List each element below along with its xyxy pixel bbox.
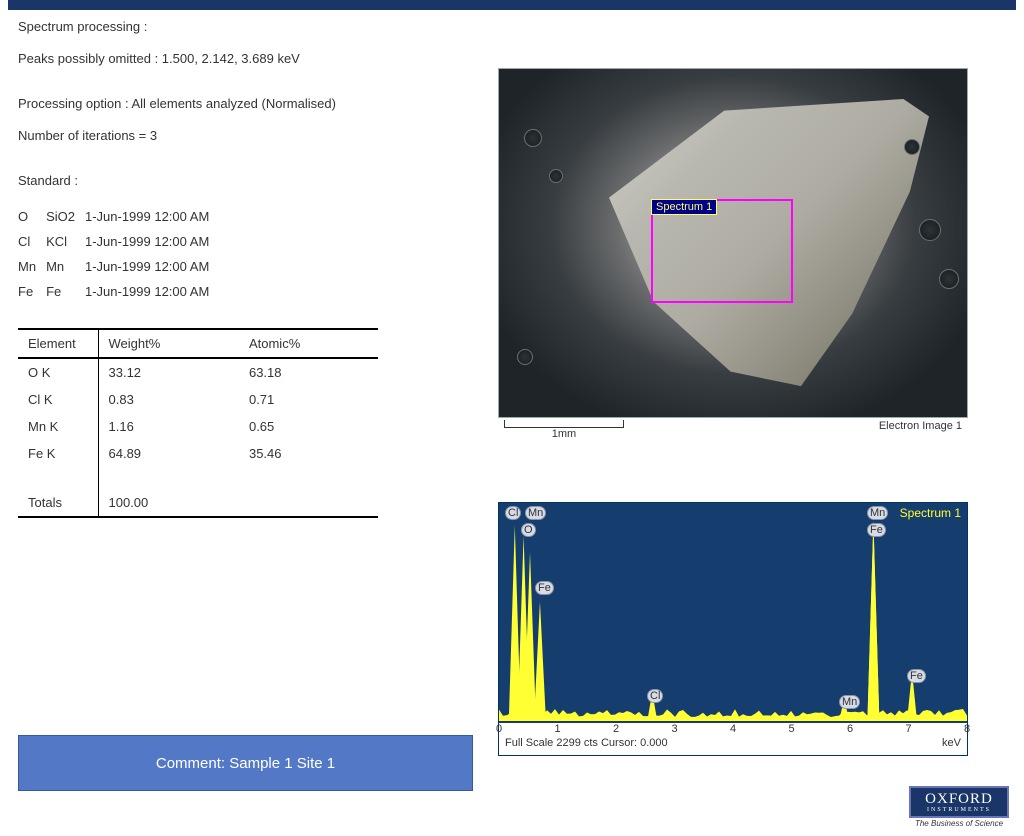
x-tick: 3 xyxy=(671,723,677,735)
content-area: Spectrum processing : Peaks possibly omi… xyxy=(0,10,1024,756)
oxford-logo: OXFORD INSTRUMENTS The Business of Scien… xyxy=(909,786,1009,828)
totals-row: Totals100.00 xyxy=(18,467,378,517)
peak-label: Fe xyxy=(867,523,886,537)
peak-label: Mn xyxy=(839,695,860,709)
peak-label: Fe xyxy=(535,581,554,595)
element-row: Mn K1.160.65 xyxy=(18,413,378,440)
spectrum-selection-label: Spectrum 1 xyxy=(651,199,717,215)
spectrum-footer-right: keV xyxy=(942,737,961,749)
x-tick: 5 xyxy=(788,723,794,735)
spectrum-footer-left: Full Scale 2299 cts Cursor: 0.000 xyxy=(505,737,668,749)
peak-label: Mn xyxy=(867,506,888,520)
processing-text: Spectrum processing : Peaks possibly omi… xyxy=(18,18,478,190)
x-tick: 8 xyxy=(964,723,970,735)
sem-scalebar: 1mm xyxy=(504,420,624,440)
peak-label: Cl xyxy=(505,506,521,520)
spectrum-chart: Spectrum 1 Cl Mn O Fe Cl Mn Mn Fe Fe 0 1 2 3 4 5 6 7 8 F… xyxy=(498,502,968,756)
spectrum-title: Spectrum 1 xyxy=(900,506,961,520)
standard-row: ClKCl1-Jun-1999 12:00 AM xyxy=(18,229,219,254)
sem-caption: Electron Image 1 xyxy=(879,420,962,432)
th-element: Element xyxy=(18,329,98,358)
standard-label: Standard : xyxy=(18,172,478,190)
standard-row: FeFe1-Jun-1999 12:00 AM xyxy=(18,279,219,304)
logo-subtitle: INSTRUMENTS xyxy=(925,807,993,813)
comment-bar: Comment: Sample 1 Site 1 xyxy=(18,735,473,791)
iterations: Number of iterations = 3 xyxy=(18,127,478,145)
element-row: Cl K0.830.71 xyxy=(18,386,378,413)
standard-row: MnMn1-Jun-1999 12:00 AM xyxy=(18,254,219,279)
processing-option: Processing option : All elements analyze… xyxy=(18,95,478,113)
x-tick: 1 xyxy=(554,723,560,735)
scalebar-text: 1mm xyxy=(552,428,576,440)
x-tick: 6 xyxy=(847,723,853,735)
element-row: Fe K64.8935.46 xyxy=(18,440,378,467)
logo-text: OXFORD xyxy=(925,792,993,807)
x-tick: 0 xyxy=(496,723,502,735)
element-row: O K33.1263.18 xyxy=(18,358,378,386)
peak-label: O xyxy=(521,523,536,537)
peak-label: Fe xyxy=(907,669,926,683)
th-atomic: Atomic% xyxy=(239,329,378,358)
th-weight: Weight% xyxy=(98,329,239,358)
x-tick: 4 xyxy=(730,723,736,735)
peaks-omitted: Peaks possibly omitted : 1.500, 2.142, 3… xyxy=(18,50,478,68)
x-tick: 2 xyxy=(613,723,619,735)
peak-label: Mn xyxy=(525,506,546,520)
standards-table: OSiO21-Jun-1999 12:00 AMClKCl1-Jun-1999 … xyxy=(18,204,478,304)
sem-image-container: Spectrum 1 1mm Electron Image 1 xyxy=(498,68,968,440)
logo-tagline: The Business of Science xyxy=(909,819,1009,828)
peak-label: Cl xyxy=(647,689,663,703)
comment-text: Comment: Sample 1 Site 1 xyxy=(156,755,335,772)
header-bar xyxy=(8,0,1016,10)
standard-row: OSiO21-Jun-1999 12:00 AM xyxy=(18,204,219,229)
sem-electron-image: Spectrum 1 xyxy=(498,68,968,418)
element-table: Element Weight% Atomic% O K33.1263.18Cl … xyxy=(18,328,478,518)
processing-heading: Spectrum processing : xyxy=(18,18,478,36)
x-tick: 7 xyxy=(905,723,911,735)
right-column: Spectrum 1 1mm Electron Image 1 Spectrum… xyxy=(498,18,998,756)
left-column: Spectrum processing : Peaks possibly omi… xyxy=(18,18,498,756)
